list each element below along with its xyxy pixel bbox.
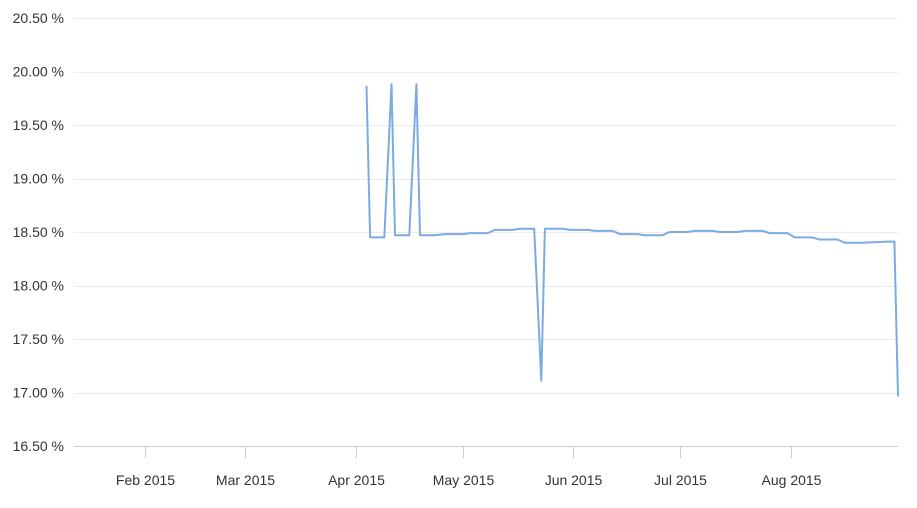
x-tick-label: Feb 2015 bbox=[116, 472, 175, 488]
y-tick-label: 17.50 % bbox=[13, 331, 64, 347]
x-tick-label: Apr 2015 bbox=[328, 472, 385, 488]
x-tick-label: Jul 2015 bbox=[654, 472, 707, 488]
y-tick-label: 19.50 % bbox=[13, 117, 64, 133]
x-tick-label: Aug 2015 bbox=[762, 472, 822, 488]
y-tick-label: 18.50 % bbox=[13, 224, 64, 240]
grid-layer bbox=[74, 18, 898, 394]
x-tick-label: May 2015 bbox=[433, 472, 495, 488]
y-tick-label: 18.00 % bbox=[13, 278, 64, 294]
y-tick-label: 16.50 % bbox=[13, 438, 64, 454]
y-tick-label: 19.00 % bbox=[13, 171, 64, 187]
series-line-0 bbox=[365, 83, 899, 397]
y-tick-label: 20.00 % bbox=[13, 64, 64, 80]
y-axis-labels: 16.50 % 17.00 % 17.50 % 18.00 % 18.50 % 19.00… bbox=[13, 10, 64, 454]
x-axis bbox=[74, 446, 898, 458]
y-tick-label: 17.00 % bbox=[13, 385, 64, 401]
series-layer bbox=[365, 83, 899, 397]
x-axis-labels: Feb 2015 Mar 2015 Apr 2015 May 2015 Jun 2015… bbox=[116, 472, 822, 488]
x-tick-label: Jun 2015 bbox=[545, 472, 603, 488]
y-tick-label: 20.50 % bbox=[13, 10, 64, 26]
x-tick-label: Mar 2015 bbox=[216, 472, 275, 488]
